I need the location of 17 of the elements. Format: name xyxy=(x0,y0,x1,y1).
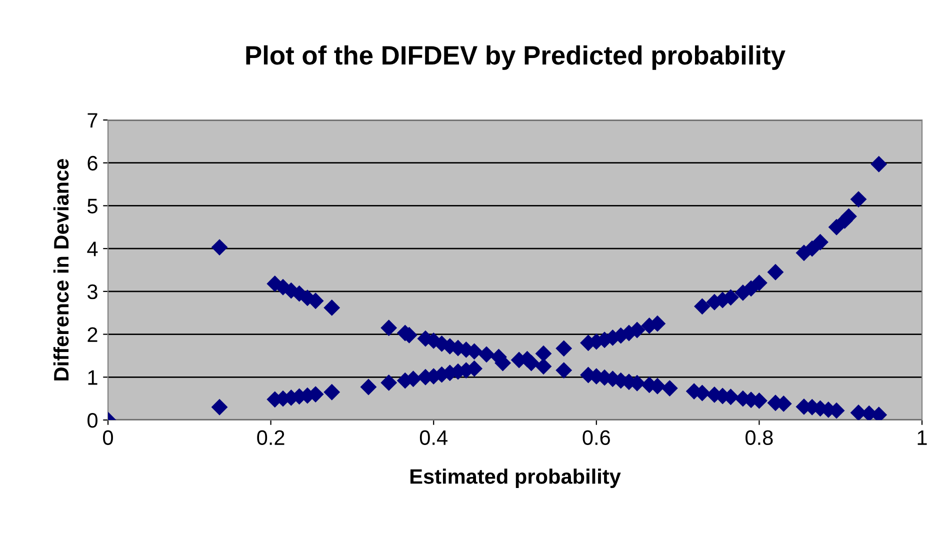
y-tick-label: 7 xyxy=(88,113,98,128)
x-tick-label: 0.4 xyxy=(420,430,448,446)
chart-title: Plot of the DIFDEV by Predicted probability xyxy=(246,45,786,70)
x-tick-label: 0 xyxy=(103,430,113,446)
x-tick-label: 0.2 xyxy=(257,430,284,446)
x-axis-title: Estimated probability xyxy=(410,468,621,488)
y-tick-label: 1 xyxy=(88,370,98,385)
x-tick-label: 0.6 xyxy=(582,430,610,446)
y-tick-label: 3 xyxy=(87,284,98,300)
y-tick-label: 5 xyxy=(88,198,98,214)
y-tick-label: 4 xyxy=(87,242,98,256)
x-tick-label: 0.8 xyxy=(746,430,773,446)
y-tick-label: 2 xyxy=(88,327,98,342)
y-tick-label: 0 xyxy=(88,413,98,428)
y-tick-label: 6 xyxy=(88,156,98,171)
x-tick-label: 1 xyxy=(918,430,927,445)
y-axis-title: Difference in Deviance xyxy=(53,158,69,380)
